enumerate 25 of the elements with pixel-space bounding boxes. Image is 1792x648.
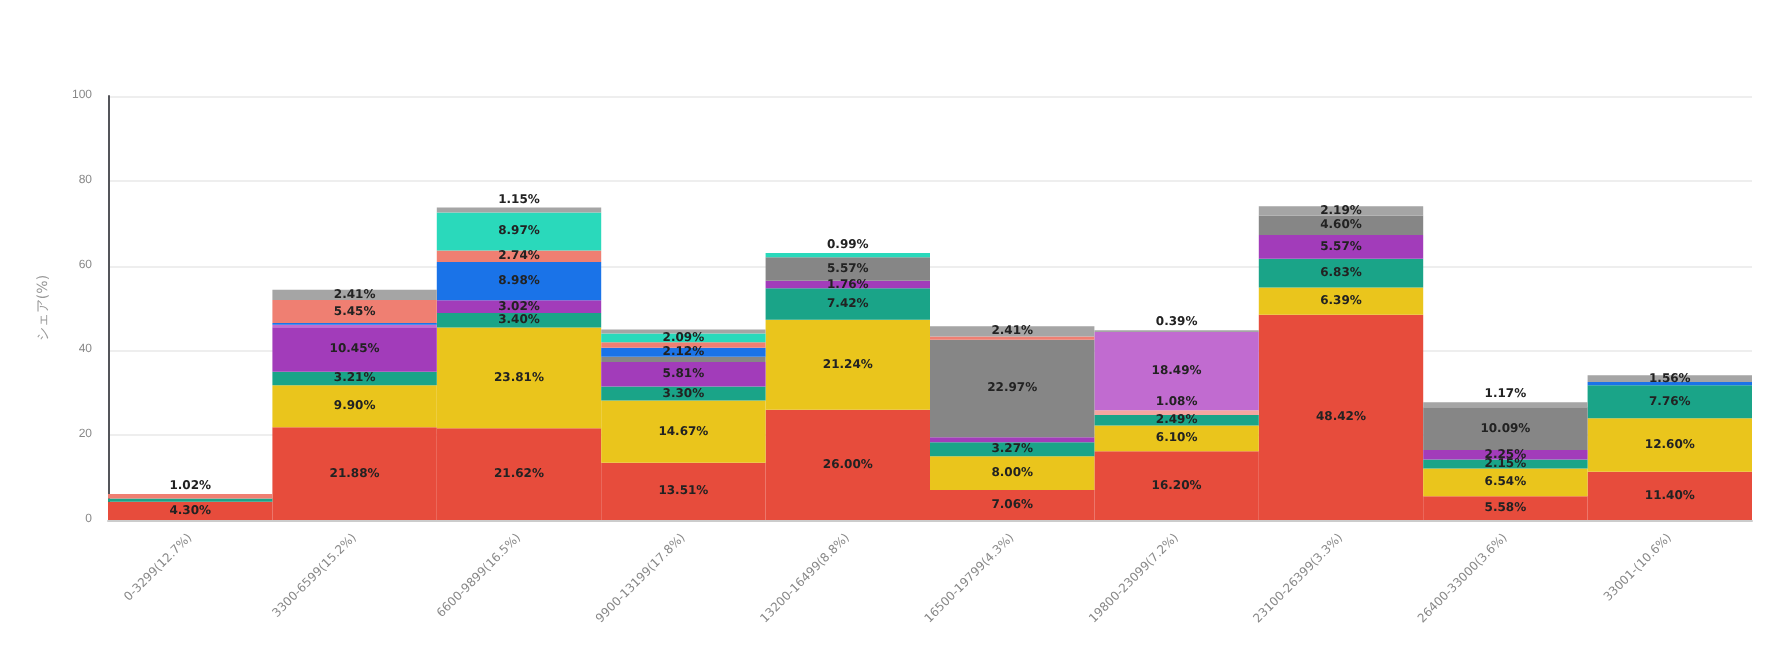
- bar: [765, 257, 930, 281]
- bar: [1094, 425, 1259, 452]
- bar: [436, 250, 602, 263]
- bar: [601, 342, 766, 348]
- bar: [930, 339, 1095, 438]
- bar: [1258, 258, 1424, 288]
- bar: [1258, 235, 1424, 259]
- bar: [1423, 402, 1588, 408]
- bar: [436, 262, 602, 301]
- bar: [601, 361, 766, 387]
- bar: [1423, 407, 1588, 450]
- bar: [1258, 287, 1424, 315]
- bar: [930, 442, 1095, 457]
- bar: [272, 327, 437, 372]
- bar: [1094, 331, 1259, 411]
- bar: [1587, 385, 1752, 419]
- bar: [272, 299, 437, 324]
- bar: [436, 212, 602, 251]
- bar: [930, 456, 1095, 491]
- bar: [1258, 206, 1424, 216]
- bar: [1423, 459, 1588, 469]
- bar: [765, 288, 930, 320]
- bar: [601, 356, 766, 362]
- bar: [765, 252, 930, 258]
- bar: [930, 437, 1095, 443]
